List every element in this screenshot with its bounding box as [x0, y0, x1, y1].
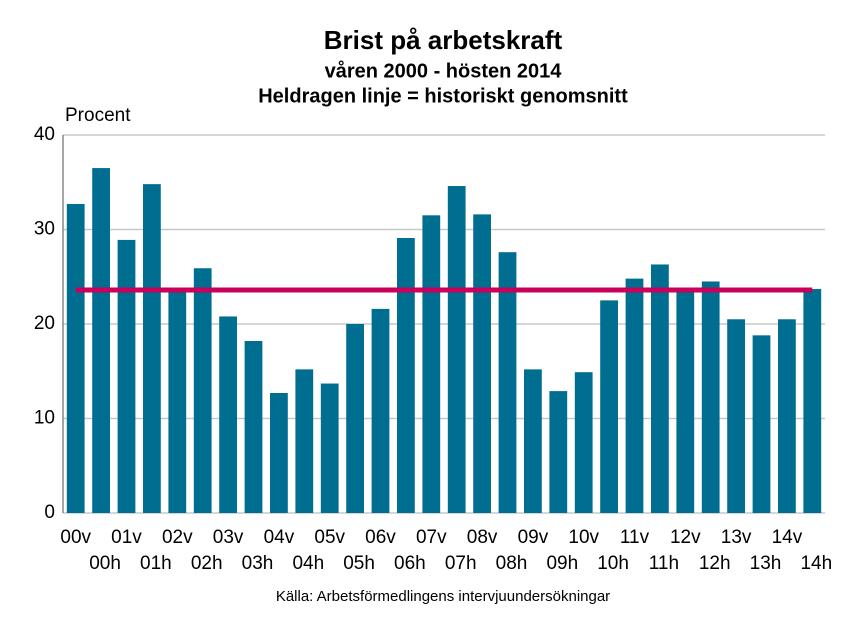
x-tick-label: 12h	[699, 553, 731, 574]
y-tick-label: 30	[34, 219, 55, 240]
x-tick-label: 05v	[314, 527, 345, 548]
y-tick-label: 0	[44, 502, 55, 523]
bar	[371, 308, 390, 513]
x-tick-label: 02h	[191, 553, 223, 574]
bar	[168, 289, 187, 513]
bar	[66, 203, 85, 514]
bar	[270, 392, 288, 513]
x-tick-label: 09h	[546, 553, 578, 574]
bar	[422, 215, 441, 513]
bar	[625, 278, 644, 513]
bar	[295, 369, 314, 513]
x-tick-label: 12v	[670, 527, 701, 548]
x-tick-label: 08v	[467, 527, 498, 548]
x-tick-label: 06v	[365, 527, 396, 548]
bar	[701, 281, 720, 513]
bar	[600, 300, 618, 513]
bar	[752, 335, 771, 513]
y-tick-label: 20	[34, 313, 55, 334]
bar	[397, 238, 415, 513]
chart-subtitle: Heldragen linje = historiskt genomsnitt	[258, 85, 628, 107]
x-tick-label: 11h	[649, 553, 679, 574]
x-tick-label: 11v	[620, 527, 650, 548]
bar	[524, 369, 542, 513]
bar	[193, 268, 212, 513]
x-tick-label: 01h	[140, 553, 172, 574]
bar	[219, 316, 237, 513]
x-tick-label: 08h	[496, 553, 528, 574]
x-tick-label: 13h	[750, 553, 782, 574]
bar	[651, 264, 669, 513]
x-tick-label: 10v	[568, 527, 599, 548]
x-tick-label: 14h	[800, 553, 832, 574]
bar	[473, 214, 491, 513]
x-tick-label: 14v	[772, 527, 803, 548]
x-tick-label: 07v	[416, 527, 447, 548]
bar	[676, 289, 695, 513]
bar	[447, 186, 466, 513]
bar	[244, 341, 263, 513]
bar	[320, 383, 339, 513]
x-tick-label: 03v	[213, 527, 244, 548]
x-tick-label: 03h	[242, 553, 274, 574]
x-tick-label: 00v	[60, 527, 91, 548]
y-tick-label: 40	[34, 124, 55, 145]
bar	[143, 184, 161, 513]
source-note: Källa: Arbetsförmedlingens intervjuunder…	[276, 588, 610, 605]
bar	[498, 252, 517, 513]
x-tick-label: 05h	[343, 553, 375, 574]
chart-title: Brist på arbetskraft	[324, 25, 563, 55]
x-tick-label: 04h	[292, 553, 324, 574]
bar	[92, 168, 110, 513]
x-tick-label: 09v	[518, 527, 549, 548]
bar	[727, 319, 745, 513]
bar	[778, 319, 796, 513]
x-tick-label: 01v	[111, 527, 142, 548]
x-tick-label: 07h	[445, 553, 477, 574]
x-tick-label: 00h	[89, 553, 121, 574]
bar	[574, 372, 593, 513]
y-tick-label: 10	[34, 408, 55, 429]
y-axis-label: Procent	[65, 105, 131, 126]
x-tick-label: 10h	[597, 553, 629, 574]
x-tick-label: 04v	[264, 527, 295, 548]
bar	[117, 239, 136, 513]
x-tick-label: 13v	[721, 527, 752, 548]
x-tick-label: 06h	[394, 553, 426, 574]
bar	[346, 324, 364, 513]
bar	[803, 289, 822, 513]
bar	[549, 391, 568, 513]
x-tick-label: 02v	[162, 527, 193, 548]
chart-subtitle: våren 2000 - hösten 2014	[325, 59, 563, 82]
